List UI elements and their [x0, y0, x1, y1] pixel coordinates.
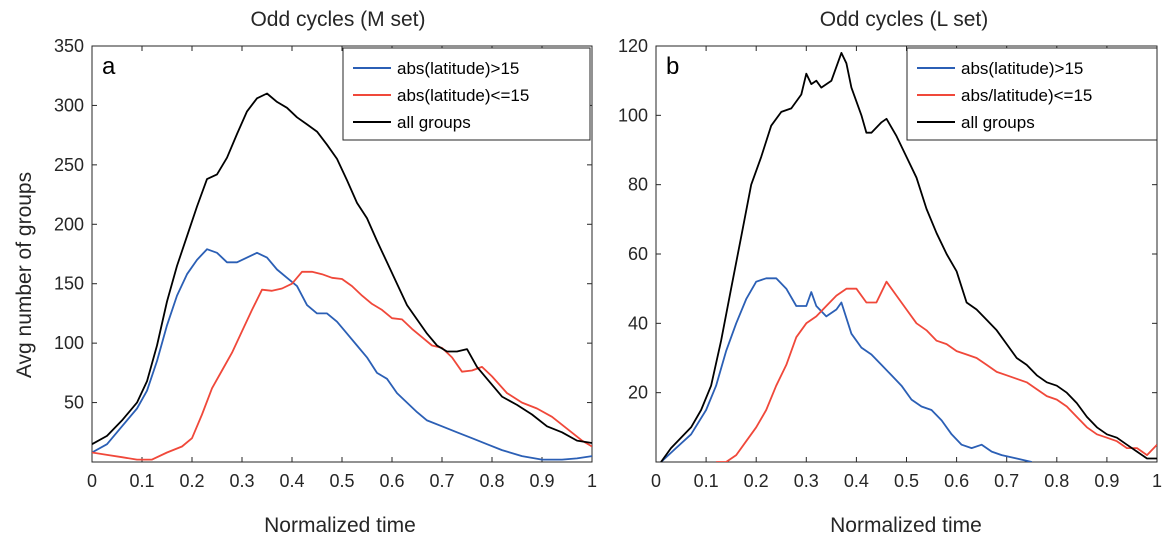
legend: abs(latitude)>15 abs/latitude)<=15 all gro… [906, 47, 1158, 141]
chart-title: Odd cycles (M set) [250, 8, 425, 31]
series-line-1 [92, 270, 592, 461]
x-tick-label: 0.5 [329, 471, 354, 491]
legend-label: abs/latitude)<=15 [961, 86, 1092, 105]
x-tick-label: 0.3 [229, 471, 254, 491]
x-tick-label: 1 [587, 471, 597, 491]
series-line-0 [92, 248, 592, 461]
x-tick-label: 0.9 [1094, 471, 1119, 491]
y-tick-label: 20 [628, 383, 648, 403]
y-tick-label: 350 [54, 36, 84, 56]
x-tick-label: 0.7 [429, 471, 454, 491]
y-tick-label: 200 [54, 214, 84, 234]
x-tick-label: 0.1 [129, 471, 154, 491]
series-line-2 [660, 52, 1157, 462]
x-tick-label: 0.8 [1044, 471, 1069, 491]
x-tick-label: 0.7 [994, 471, 1019, 491]
x-tick-label: 0.8 [479, 471, 504, 491]
chart-title: Odd cycles (L set) [820, 8, 988, 31]
y-tick-label: 40 [628, 313, 648, 333]
chart-panel-b: Odd cycles (L set) Normalized time 0 0.1 0… [618, 8, 1162, 537]
y-tick-label: 100 [54, 333, 84, 353]
legend-label: abs(latitude)>15 [961, 59, 1083, 78]
legend-label: abs(latitude)<=15 [397, 86, 529, 105]
series-line-1 [716, 280, 1157, 462]
x-tick-label: 0.6 [379, 471, 404, 491]
y-tick-label: 120 [618, 36, 648, 56]
legend-label: all groups [961, 113, 1035, 132]
x-axis-label: Normalized time [264, 514, 416, 537]
legend-label: abs(latitude)>15 [397, 59, 519, 78]
x-tick-label: 0.2 [179, 471, 204, 491]
x-tick-label: 0.9 [529, 471, 554, 491]
x-tick-label: 0.6 [944, 471, 969, 491]
x-tick-label: 0.3 [794, 471, 819, 491]
x-tick-label: 0.4 [279, 471, 304, 491]
x-tick-label: 1 [1152, 471, 1162, 491]
axes-b: 0 0.1 0.2 0.3 0.4 0.5 0.6 0.7 0.8 0.9 120406080100… [618, 36, 1162, 491]
series-b [660, 52, 1157, 462]
x-tick-label: 0.1 [694, 471, 719, 491]
y-tick-label: 150 [54, 274, 84, 294]
y-tick-label: 100 [618, 105, 648, 125]
x-tick-label: 0 [651, 471, 661, 491]
series-a [92, 92, 592, 461]
x-tick-label: 0.5 [894, 471, 919, 491]
series-line-2 [92, 92, 592, 445]
y-tick-label: 60 [628, 244, 648, 264]
x-tick-label: 0.2 [744, 471, 769, 491]
panel-letter: a [102, 53, 116, 80]
y-tick-label: 250 [54, 155, 84, 175]
y-tick-label: 80 [628, 175, 648, 195]
y-tick-label: 300 [54, 95, 84, 115]
chart-panel-a: Odd cycles (M set) Avg number of groups … [13, 8, 597, 537]
legend: abs(latitude)>15 abs(latitude)<=15 all gro… [342, 47, 591, 141]
panel-letter: b [666, 53, 679, 80]
y-axis-label: Avg number of groups [13, 172, 36, 378]
axes-a: 0 0.1 0.2 0.3 0.4 0.5 0.6 0.7 0.8 0.9 150100150200… [54, 36, 597, 491]
y-tick-label: 50 [64, 393, 84, 413]
x-tick-label: 0.4 [844, 471, 869, 491]
x-tick-label: 0 [87, 471, 97, 491]
series-line-0 [660, 277, 1033, 462]
x-axis-label: Normalized time [830, 514, 982, 537]
legend-label: all groups [397, 113, 471, 132]
